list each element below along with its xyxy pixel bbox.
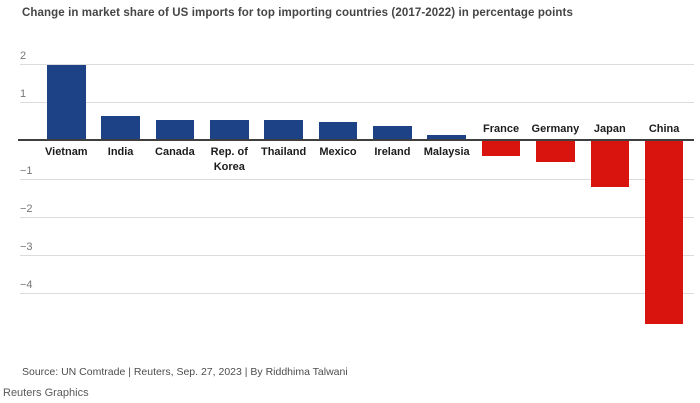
y-tick-label: −3 [20,241,33,254]
gridline [20,64,694,66]
category-label: Germany [531,123,580,135]
category-label: Thailand [260,146,307,158]
category-label: China [648,123,680,135]
gridline [20,102,694,104]
bar [210,119,249,139]
category-label: Malaysia [423,146,470,158]
category-label: Rep. of Korea [210,146,248,173]
bar [644,141,684,325]
category-label: Japan [593,123,626,135]
category-label: France [483,123,520,135]
bar [155,119,195,139]
gridline [20,178,694,180]
y-tick-label: −1 [20,164,33,177]
gridline [20,255,694,257]
chart-title: Change in market share of US imports for… [22,7,573,19]
bar [590,141,629,187]
category-label: Mexico [319,146,357,158]
category-label: Ireland [374,146,411,158]
reuters-graphics-credit: Reuters Graphics [3,387,89,399]
category-label: Canada [155,146,195,158]
gridline [20,216,694,218]
zero-axis-line [18,139,694,141]
category-label: India [107,146,134,158]
bar [318,121,358,139]
bar [427,135,466,139]
bar [264,119,303,139]
bar [373,125,412,139]
bar [101,116,140,139]
y-tick-label: 2 [20,50,27,63]
bar [481,141,521,157]
source-line: Source: UN Comtrade | Reuters, Sep. 27, … [22,366,348,378]
bar [47,64,86,139]
bar [536,141,575,162]
y-tick-label: −2 [20,202,33,215]
y-tick-label: −4 [20,279,33,292]
category-label: Vietnam [45,146,88,158]
gridline [20,293,694,295]
y-tick-label: 1 [20,88,27,101]
